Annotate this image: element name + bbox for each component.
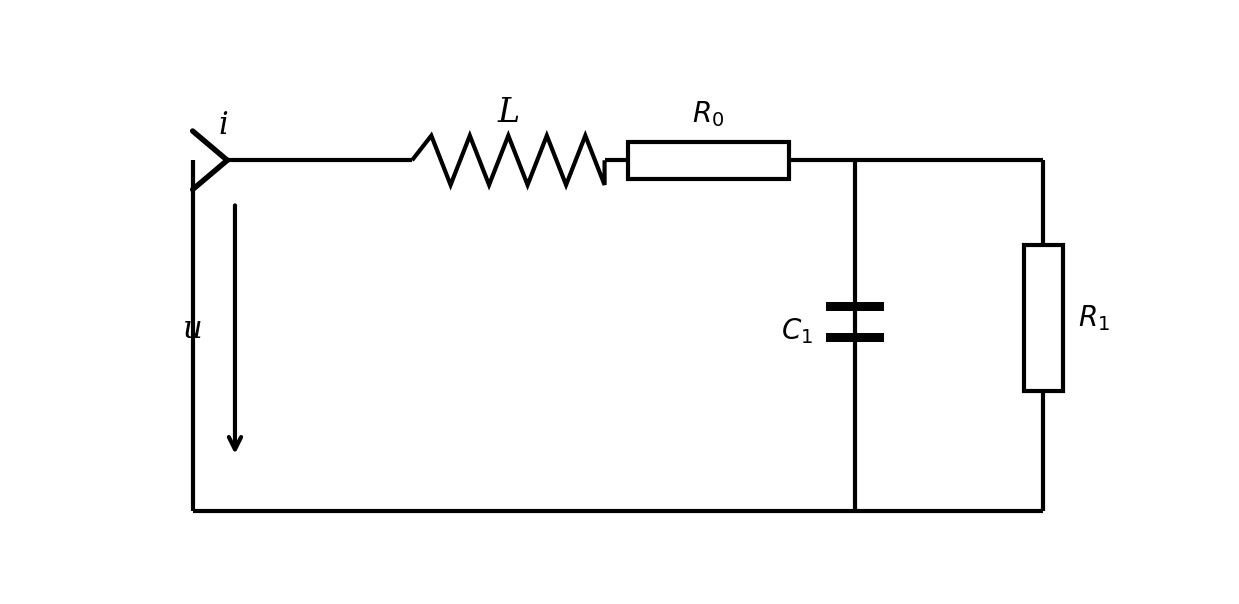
Text: $R_0$: $R_0$ [693,99,725,129]
Bar [1025,245,1063,391]
Text: u: u [183,314,202,345]
Bar [628,142,789,179]
Text: $R_1$: $R_1$ [1078,303,1109,333]
Text: L: L [497,97,519,129]
Text: i: i [218,110,228,141]
Text: $C_1$: $C_1$ [781,316,813,346]
Bar [826,333,883,342]
Bar [826,302,883,311]
